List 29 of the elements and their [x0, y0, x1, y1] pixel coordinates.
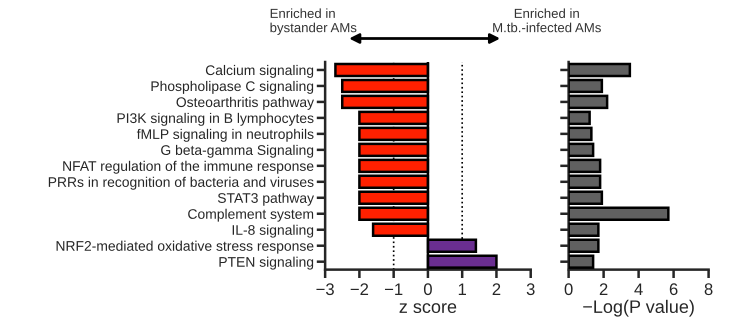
- y-tick-label: Complement system: [188, 208, 314, 222]
- x-tick-label: 4: [634, 283, 643, 295]
- y-tick-label: PRRs in recognition of bacteria and viruses: [48, 176, 314, 190]
- text: Enriched in bystander AMs: [270, 8, 356, 35]
- x-tick-label: 3: [526, 283, 535, 296]
- y-tick-label: PI3K signaling in B lymphocytes: [118, 112, 314, 126]
- y-tick-label: PTEN signaling: [219, 256, 314, 270]
- y-tick-label: Calcium signaling: [206, 64, 314, 78]
- y-tick-label: Osteoarthritis pathway: [176, 96, 314, 110]
- x-tick-label: 2: [492, 283, 500, 295]
- y-tick-label: fMLP signaling in neutrophils: [136, 128, 314, 142]
- x-tick-label: 2: [600, 283, 608, 295]
- y-tick-label: G beta-gamma Signaling: [161, 144, 314, 158]
- y-tick-label: NRF2-mediated oxidative stress response: [56, 240, 314, 254]
- x-tick-label: −2: [350, 283, 368, 295]
- x-tick-label: 0: [564, 283, 573, 296]
- y-tick-label: STAT3 pathway: [218, 192, 314, 206]
- y-tick-label: NFAT regulation of the immune response: [63, 160, 314, 174]
- y-tick-label: IL-8 signaling: [232, 224, 314, 238]
- text: Enriched in M.tb.-infected AMs: [493, 8, 601, 32]
- x-tick-label: 6: [670, 283, 678, 296]
- x-tick-label: 8: [704, 283, 712, 296]
- x-tick-label: −1: [384, 283, 402, 295]
- x-tick-label: 1: [458, 283, 466, 295]
- x-axis-title: z score: [400, 303, 456, 314]
- x-axis-title: −Log(P value): [583, 300, 694, 317]
- x-tick-label: −3: [316, 283, 334, 296]
- x-tick-label: 0: [424, 283, 432, 296]
- y-tick-label: Phospholipase C signaling: [151, 80, 314, 94]
